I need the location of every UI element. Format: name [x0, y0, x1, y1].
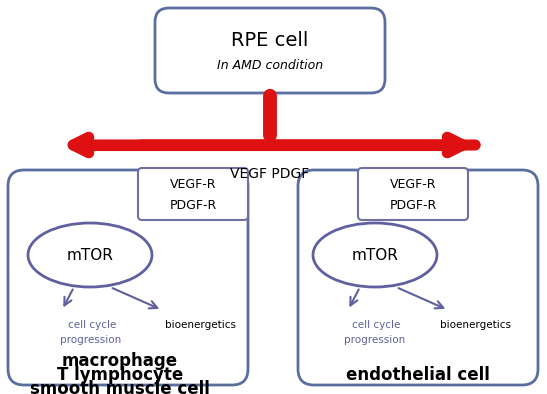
Ellipse shape	[28, 223, 152, 287]
Text: PDGF-R: PDGF-R	[170, 199, 217, 212]
Text: bioenergetics: bioenergetics	[440, 320, 511, 330]
Text: progression: progression	[60, 335, 121, 345]
FancyBboxPatch shape	[155, 8, 385, 93]
Text: T lymphocyte: T lymphocyte	[57, 366, 183, 384]
FancyBboxPatch shape	[8, 170, 248, 385]
Text: In AMD condition: In AMD condition	[217, 59, 323, 72]
Text: mTOR: mTOR	[67, 247, 113, 262]
Text: endothelial cell: endothelial cell	[346, 366, 490, 384]
FancyBboxPatch shape	[358, 168, 468, 220]
Text: bioenergetics: bioenergetics	[165, 320, 236, 330]
Text: cell cycle: cell cycle	[68, 320, 117, 330]
Text: RPE cell: RPE cell	[231, 31, 309, 50]
Text: progression: progression	[344, 335, 405, 345]
FancyBboxPatch shape	[298, 170, 538, 385]
Text: VEGF-R: VEGF-R	[390, 178, 437, 191]
Text: mTOR: mTOR	[352, 247, 398, 262]
Text: macrophage: macrophage	[62, 352, 178, 370]
Text: smooth muscle cell: smooth muscle cell	[30, 380, 210, 394]
Text: PDGF-R: PDGF-R	[389, 199, 437, 212]
Text: VEGF-R: VEGF-R	[170, 178, 216, 191]
FancyBboxPatch shape	[138, 168, 248, 220]
Ellipse shape	[313, 223, 437, 287]
Text: VEGF PDGF: VEGF PDGF	[230, 167, 310, 181]
Text: cell cycle: cell cycle	[352, 320, 400, 330]
